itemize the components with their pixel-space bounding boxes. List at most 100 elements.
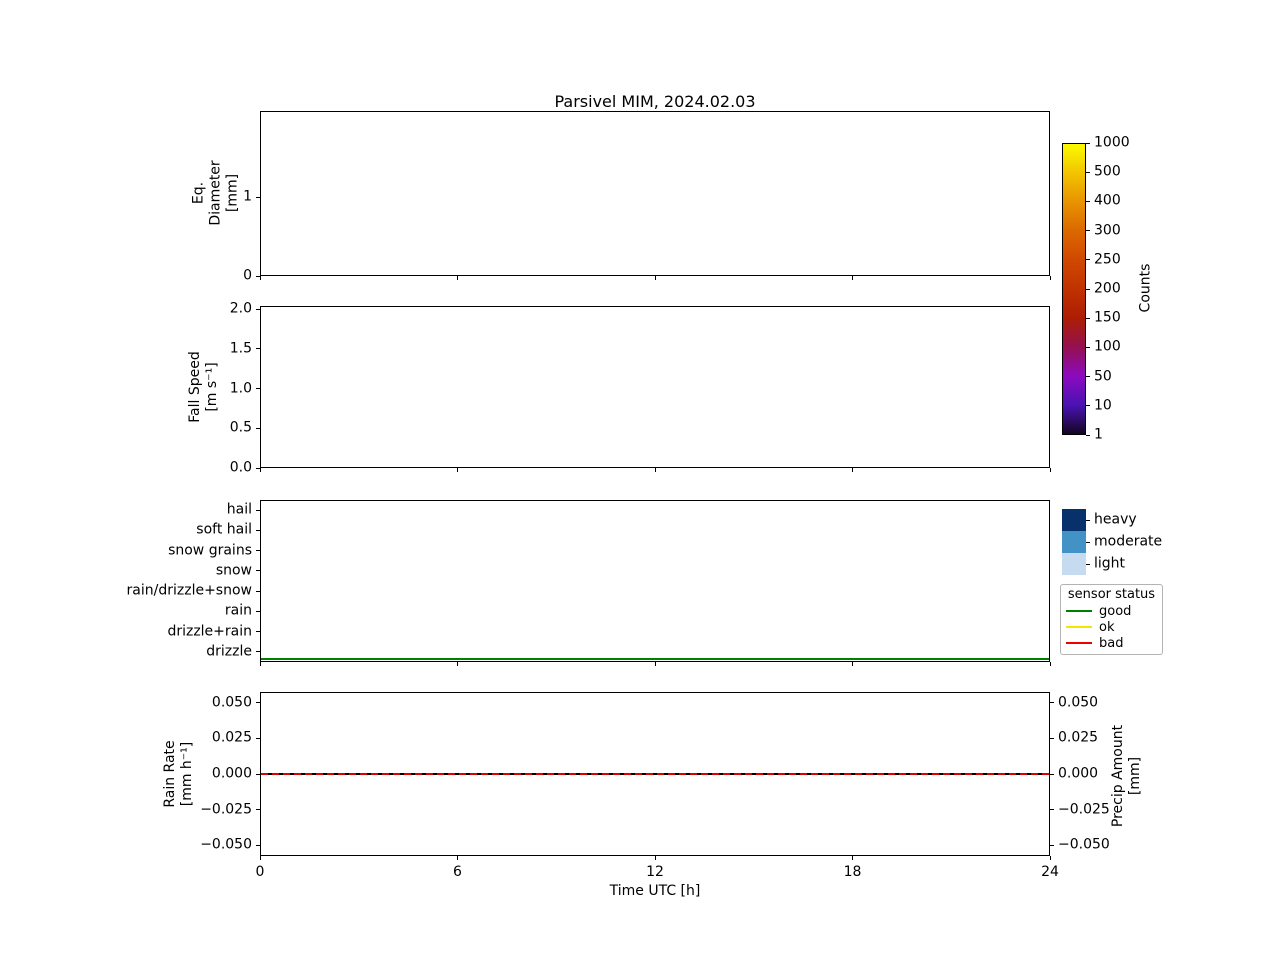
intensity-swatch-heavy (1062, 509, 1086, 531)
rain-rate-tick-label: 0.050 (211, 694, 252, 711)
fall-speed-tick-mark (256, 467, 260, 469)
x-tick-mark (457, 662, 458, 666)
rain-rate-tick-mark (256, 737, 260, 739)
x-tick-mark (852, 468, 853, 472)
legend-item-ok: ok (1066, 619, 1157, 635)
counts-tick-label: 150 (1094, 309, 1121, 326)
counts-tick-label: 10 (1094, 397, 1112, 414)
legend-item-good: good (1066, 603, 1157, 619)
counts-tick-mark (1086, 171, 1090, 173)
x-tick-mark (654, 276, 656, 280)
precip-amount-tick-mark (1050, 702, 1054, 704)
eq-diameter-tick-label: 1 (243, 188, 252, 205)
legend-label-ok: ok (1099, 619, 1115, 635)
x-tick-mark (1049, 276, 1051, 280)
precip-amount-tick-label: 0.000 (1058, 765, 1099, 782)
eq-diameter-tick-label: 0 (243, 267, 252, 284)
ylabel-line: [mm] (1127, 756, 1143, 796)
precip-type-tick-label: drizzle+rain (167, 623, 252, 640)
intensity-tick-mark (1086, 563, 1090, 565)
rain-rate-tick-mark (256, 773, 260, 775)
ylabel-line: Eq. (190, 181, 207, 205)
x-tick-mark (259, 468, 261, 472)
counts-tick-label: 400 (1094, 192, 1121, 209)
precip-type-tick-mark (256, 529, 260, 531)
precip-type-tick-mark (256, 651, 260, 653)
precip-type-tick-label: drizzle (206, 643, 252, 660)
fall-speed-tick-label: 1.5 (229, 340, 252, 357)
ylabel-line: [mm h⁻¹] (179, 741, 195, 807)
x-tick-label: 24 (1041, 864, 1059, 880)
counts-tick-mark (1086, 376, 1090, 378)
panel-precip-type (260, 500, 1050, 662)
figure-title: Parsivel MIM, 2024.02.03 (554, 92, 756, 111)
intensity-swatch-moderate (1062, 531, 1086, 553)
x-tick-mark (852, 276, 853, 280)
counts-tick-mark (1086, 142, 1090, 144)
colorbar-counts (1062, 143, 1086, 435)
rain-rate-tick-mark (256, 702, 260, 704)
ylabel-fall-speed: Fall Speed [m s⁻¹] (187, 351, 221, 422)
precip-type-tick-mark (256, 550, 260, 552)
ylabel-rain-rate: Rain Rate [mm h⁻¹] (162, 740, 196, 807)
rain-rate-tick-label: 0.025 (211, 729, 252, 746)
x-tick-mark (457, 856, 458, 860)
fall-speed-tick-label: 0.0 (229, 459, 252, 476)
counts-tick-label: 500 (1094, 163, 1121, 180)
intensity-tick-mark (1086, 541, 1090, 543)
rain-rate-tick-mark (256, 844, 260, 846)
rain-rate-tick-label: −0.050 (200, 836, 252, 853)
counts-tick-label: 1 (1094, 426, 1103, 443)
x-tick-mark (654, 856, 656, 860)
x-tick-mark (457, 276, 458, 280)
ylabel-line: Fall Speed (187, 351, 203, 423)
counts-tick-label: 250 (1094, 251, 1121, 268)
ok-line-swatch (1066, 626, 1092, 628)
precip-type-tick-mark (256, 570, 260, 572)
precip-type-tick-label: soft hail (196, 521, 252, 538)
colorbar-axis-label-text: Counts (1137, 263, 1154, 313)
x-tick-label: 6 (453, 864, 462, 880)
counts-tick-mark (1086, 405, 1090, 407)
counts-tick-label: 300 (1094, 222, 1121, 239)
precip-type-tick-mark (256, 590, 260, 592)
ylabel-eq-diameter: Eq. Diameter [mm] (191, 160, 242, 225)
legend-label-bad: bad (1099, 635, 1124, 651)
precip-type-tick-mark (256, 509, 260, 511)
fall-speed-tick-mark (256, 388, 260, 390)
good-line-swatch (1066, 610, 1092, 612)
precip-amount-tick-label: −0.025 (1058, 801, 1110, 818)
x-tick-mark (259, 856, 261, 860)
x-tick-mark (259, 276, 261, 280)
colorbar-axis-label: Counts (1138, 264, 1155, 313)
intensity-label-moderate: moderate (1094, 533, 1163, 550)
precip-amount-tick-label: 0.050 (1058, 694, 1099, 711)
fall-speed-tick-label: 0.5 (229, 419, 252, 436)
counts-tick-label: 200 (1094, 280, 1121, 297)
precip-amount-tick-mark (1050, 737, 1054, 739)
precip-type-tick-label: snow (215, 562, 252, 579)
x-tick-label: 18 (843, 864, 862, 880)
counts-tick-label: 1000 (1094, 134, 1130, 151)
intensity-label-light: light (1094, 555, 1126, 572)
precip-type-tick-label: rain/drizzle+snow (126, 582, 252, 599)
precip-type-tick-mark (256, 610, 260, 612)
counts-tick-mark (1086, 317, 1090, 319)
ylabel-line: [mm] (224, 173, 241, 213)
x-tick-mark (457, 468, 458, 472)
fall-speed-tick-label: 2.0 (229, 300, 252, 317)
counts-tick-label: 100 (1094, 338, 1121, 355)
fall-speed-tick-mark (256, 348, 260, 350)
fall-speed-tick-mark (256, 427, 260, 429)
ylabel-line: Rain Rate (162, 740, 178, 808)
xaxis-label: Time UTC [h] (609, 883, 701, 899)
fall-speed-tick-label: 1.0 (229, 380, 252, 397)
x-tick-mark (852, 856, 853, 860)
x-tick-label: 0 (255, 864, 265, 880)
counts-tick-label: 50 (1094, 368, 1112, 385)
intensity-tick-mark (1086, 519, 1090, 521)
precip-amount-tick-label: 0.025 (1058, 729, 1099, 746)
ylabel-precip-amount: Precip Amount [mm] (1110, 725, 1144, 827)
x-tick-mark (654, 468, 656, 472)
sensor-status-legend: sensor status good ok bad (1060, 584, 1163, 655)
